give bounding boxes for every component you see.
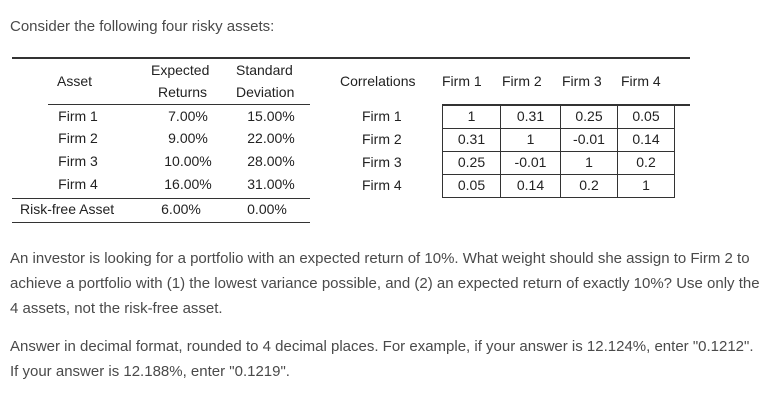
asset-name: Risk-free Asset [20, 201, 115, 217]
corr-grid-line [442, 151, 675, 152]
expected-header-line1: Expected [151, 62, 210, 78]
corr-row-label: Firm 3 [362, 154, 402, 170]
asset-name: Firm 1 [58, 108, 98, 124]
correlations-header: Correlations [340, 73, 416, 89]
corr-grid-line [442, 174, 675, 175]
corr-col-header: Firm 4 [621, 73, 661, 89]
corr-grid-line [442, 128, 675, 129]
corr-cell: 0.14 [516, 177, 545, 193]
corr-row-label: Firm 1 [362, 108, 402, 124]
risk-free-top-rule [12, 198, 310, 199]
asset-expected: 6.00% [161, 201, 201, 217]
corr-cell: 0.25 [575, 108, 603, 124]
corr-cell: 0.05 [632, 108, 660, 124]
corr-cell: 1 [585, 154, 593, 170]
corr-cell: 0.14 [632, 131, 660, 147]
intro-text: Consider the following four risky assets… [10, 18, 275, 35]
asset-std: 0.00% [247, 201, 287, 217]
corr-cell: 0.31 [457, 131, 486, 147]
asset-name: Firm 4 [58, 176, 98, 192]
asset-expected: 9.00% [168, 130, 208, 146]
table-top-rule [12, 57, 690, 59]
corr-col-header: Firm 1 [442, 73, 482, 89]
corr-cell: 1 [642, 177, 650, 193]
corr-row-label: Firm 4 [362, 177, 402, 193]
corr-grid-line [442, 197, 675, 198]
corr-cell: 1 [467, 108, 476, 124]
asset-std: 31.00% [247, 176, 295, 192]
corr-cell: 1 [526, 131, 535, 147]
corr-cell: 0.2 [636, 154, 656, 170]
asset-expected: 16.00% [164, 176, 212, 192]
asset-header: Asset [57, 73, 93, 89]
asset-std: 28.00% [247, 153, 295, 169]
corr-col-header: Firm 3 [562, 73, 602, 89]
corr-header-rule [442, 104, 690, 106]
asset-std: 15.00% [247, 108, 295, 124]
corr-col-header: Firm 2 [502, 73, 542, 89]
corr-cell: 0.25 [457, 154, 486, 170]
table-bottom-rule [12, 222, 310, 223]
corr-cell: -0.01 [514, 154, 547, 170]
asset-name: Firm 3 [58, 153, 98, 169]
corr-cell: 0.2 [579, 177, 599, 193]
asset-expected: 10.00% [164, 153, 212, 169]
asset-expected: 7.00% [168, 108, 208, 124]
corr-cell: -0.01 [573, 131, 605, 147]
std-header-line1: Standard [236, 62, 293, 78]
answer-instructions: Answer in decimal format, rounded to 4 d… [10, 338, 754, 380]
asset-name: Firm 2 [58, 130, 98, 146]
corr-cell: 0.05 [457, 177, 486, 193]
corr-row-label: Firm 2 [362, 131, 402, 147]
question-text: An investor is looking for a portfolio w… [10, 250, 760, 317]
asset-std: 22.00% [247, 130, 295, 146]
std-header-line2: Deviation [236, 84, 295, 100]
asset-header-rule [48, 104, 310, 105]
expected-header-line2: Returns [158, 84, 208, 100]
corr-cell: 0.31 [516, 108, 545, 124]
